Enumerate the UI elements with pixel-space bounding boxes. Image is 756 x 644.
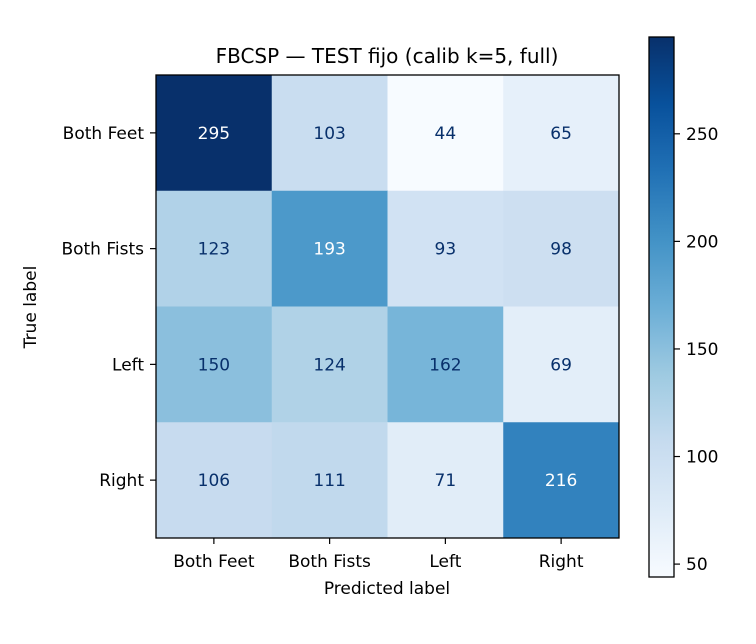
y-tick-label: Both Feet bbox=[63, 124, 145, 144]
x-axis-label: Predicted label bbox=[324, 579, 450, 599]
cell-value-label: 111 bbox=[313, 471, 345, 491]
colorbar-tick-label: 50 bbox=[686, 555, 708, 575]
cell-value-label: 103 bbox=[313, 124, 345, 144]
cell-value-label: 71 bbox=[435, 471, 457, 491]
y-axis-label: True label bbox=[21, 266, 41, 350]
cell-value-label: 150 bbox=[198, 355, 230, 375]
heatmap-cell bbox=[387, 306, 504, 423]
heatmap-cell bbox=[271, 75, 388, 192]
colorbar-tick-label: 100 bbox=[686, 448, 718, 468]
heatmap-cell bbox=[156, 75, 273, 192]
heatmap-cell bbox=[503, 422, 620, 539]
y-tick-label: Left bbox=[112, 355, 144, 375]
cell-value-label: 124 bbox=[313, 355, 345, 375]
cell-value-label: 106 bbox=[198, 471, 230, 491]
colorbar-ticks: 50 100 150 200 250 bbox=[674, 125, 718, 575]
cell-value-label: 193 bbox=[313, 240, 345, 260]
x-axis-ticks: Both Feet Both Fists Left Right bbox=[173, 538, 584, 572]
x-tick-label: Left bbox=[429, 552, 461, 572]
heatmap-cell bbox=[271, 422, 388, 539]
plot-frame bbox=[155, 74, 620, 539]
heatmap-cell bbox=[503, 75, 620, 192]
heatmap-cell bbox=[387, 422, 504, 539]
heatmap-cell bbox=[156, 306, 273, 423]
heatmap-cell bbox=[271, 190, 388, 307]
heatmap-cell bbox=[503, 190, 620, 307]
cell-value-label: 295 bbox=[198, 124, 230, 144]
colorbar bbox=[648, 36, 675, 578]
cell-value-label: 93 bbox=[435, 240, 457, 260]
heatmap-cell bbox=[156, 422, 273, 539]
cell-value-label: 162 bbox=[429, 355, 461, 375]
heatmap-cell bbox=[156, 190, 273, 307]
cell-value-label: 216 bbox=[545, 471, 577, 491]
x-tick-label: Both Feet bbox=[173, 552, 255, 572]
y-axis-ticks: Both Feet Both Fists Left Right bbox=[61, 124, 156, 491]
y-tick-label: Right bbox=[99, 471, 144, 491]
heatmap-cell bbox=[387, 190, 504, 307]
cell-value-label: 123 bbox=[198, 240, 230, 260]
cell-value-label: 69 bbox=[550, 355, 572, 375]
heatmap-cell bbox=[503, 306, 620, 423]
heatmap-cell bbox=[271, 306, 388, 423]
y-tick-label: Both Fists bbox=[61, 240, 144, 260]
x-tick-label: Both Fists bbox=[288, 552, 371, 572]
cell-value-label: 65 bbox=[550, 124, 572, 144]
heatmap-cells: 295 103 44 65 123 193 93 98 150 124 162 69 106 111 71 2… bbox=[156, 75, 620, 539]
heatmap-cell bbox=[387, 75, 504, 192]
cell-value-label: 44 bbox=[435, 124, 457, 144]
x-tick-label: Right bbox=[539, 552, 584, 572]
cell-value-label: 98 bbox=[550, 240, 572, 260]
colorbar-tick-label: 200 bbox=[686, 232, 718, 252]
colorbar-tick-label: 250 bbox=[686, 125, 718, 145]
chart-title: FBCSP — TEST fijo (calib k=5, full) bbox=[216, 44, 559, 68]
colorbar-tick-label: 150 bbox=[686, 340, 718, 360]
